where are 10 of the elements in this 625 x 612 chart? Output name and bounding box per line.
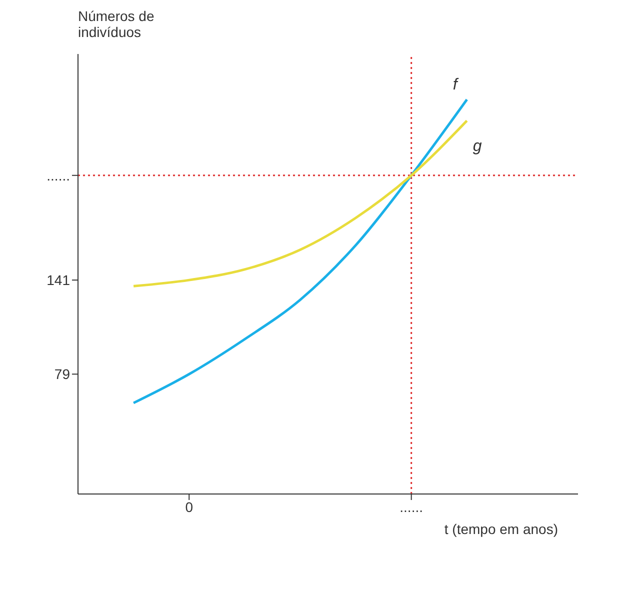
series-label: f (452, 76, 459, 94)
line-series (132, 120, 468, 288)
line-series (132, 98, 468, 404)
y-tick-label: 79 (54, 366, 70, 382)
series-label: g (472, 138, 482, 155)
y-tick-label: 141 (46, 272, 70, 288)
x-axis-title: t (tempo em anos) (444, 521, 558, 537)
y-tick-label: ...... (46, 167, 70, 184)
x-tick-label: 0 (185, 498, 194, 515)
y-axis-title: Números de indivíduos (78, 8, 156, 42)
